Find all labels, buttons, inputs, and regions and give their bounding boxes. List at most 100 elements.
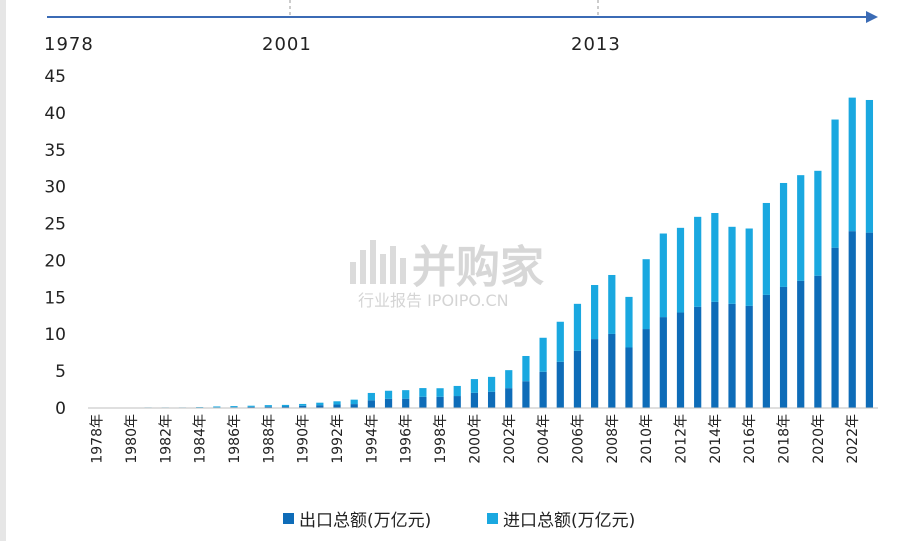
x-tick-label: 1978年 (90, 414, 106, 464)
y-tick-label: 15 (44, 288, 66, 308)
bar-import-2023年 (865, 99, 874, 233)
bar-export-1996年 (402, 398, 410, 408)
legend-swatch-import (487, 513, 498, 524)
bar-import-2018年 (779, 182, 788, 287)
bar-import-1989年 (281, 404, 290, 407)
bar-import-1992年 (333, 401, 341, 405)
x-tick-label: 2002年 (502, 414, 518, 464)
bar-import-2002年 (505, 370, 513, 389)
x-tick-label: 2004年 (536, 414, 552, 464)
bar-import-2010年 (642, 259, 650, 330)
bar-import-1999年 (453, 385, 461, 397)
x-tick-label: 1996年 (399, 414, 415, 464)
bar-import-1985年 (213, 406, 221, 408)
bar-export-2017年 (762, 294, 770, 408)
bar-export-1998年 (436, 396, 444, 408)
bar-export-2012年 (676, 312, 685, 408)
bar-export-1990年 (299, 405, 307, 408)
bar-export-2006年 (573, 350, 582, 408)
bar-export-2004年 (539, 371, 547, 408)
timeline-label-2001: 2001 (262, 34, 312, 55)
bar-import-2008年 (608, 274, 616, 334)
bar-import-2016年 (745, 228, 753, 306)
y-tick-label: 30 (44, 178, 66, 198)
y-tick-label: 45 (44, 67, 66, 87)
x-axis: 1978年 1980年 1982年 1984年 1986年 1988年 1990年 1992年… (90, 414, 862, 464)
timeline-label-1978: 1978 (44, 34, 94, 55)
bar-export-2001年 (487, 391, 496, 408)
x-tick-label: 1980年 (124, 414, 140, 464)
bar-export-2013年 (694, 306, 702, 408)
legend-label-import: 进口总额(万亿元) (503, 511, 635, 531)
timeline-label-2013: 2013 (571, 34, 621, 55)
bar-export-1991年 (316, 405, 324, 408)
bar-import-1986年 (230, 406, 238, 408)
bar-import-1996年 (402, 390, 410, 399)
bar-import-2006年 (573, 303, 582, 351)
bar-export-2000年 (470, 392, 479, 408)
bar-import-2021年 (831, 119, 839, 248)
bar-export-1989年 (281, 406, 290, 408)
bar-import-1995年 (384, 390, 393, 399)
timeline-arrowhead (866, 11, 878, 23)
bar-import-2013年 (694, 216, 702, 307)
x-tick-label: 1982年 (158, 414, 174, 464)
bar-import-2009年 (625, 296, 633, 348)
bar-export-2020年 (814, 275, 822, 408)
bar-export-2011年 (659, 317, 667, 408)
x-tick-label: 2016年 (742, 414, 758, 464)
x-tick-label: 1998年 (433, 414, 449, 464)
bar-import-2014年 (711, 213, 719, 302)
x-tick-label: 2022年 (845, 414, 861, 464)
x-tick-label: 2020年 (811, 414, 827, 464)
bar-export-2008年 (608, 333, 616, 408)
bar-import-2015年 (728, 226, 736, 304)
bar-export-2007年 (591, 339, 599, 408)
bar-export-1997年 (419, 396, 427, 408)
legend-label-export: 出口总额(万亿元) (299, 511, 431, 531)
bar-export-2023年 (865, 232, 874, 408)
bar-export-2016年 (745, 305, 753, 408)
x-tick-label: 1984年 (193, 414, 209, 464)
watermark-sub: 行业报告 IPOIPO.CN (358, 291, 509, 310)
bar-import-1990年 (299, 403, 307, 406)
bar-export-2002年 (505, 388, 513, 408)
bar-import-1994年 (367, 392, 375, 401)
bar-import-2005年 (556, 321, 564, 362)
bar-import-2020年 (814, 170, 822, 276)
bar-export-2022年 (848, 231, 856, 408)
x-tick-label: 2000年 (467, 414, 483, 464)
page-edge-rule (0, 0, 6, 541)
bar-import-2017年 (762, 202, 770, 295)
bar-export-2005年 (556, 361, 564, 408)
y-tick-label: 10 (44, 325, 66, 345)
bar-import-1997年 (419, 388, 427, 397)
x-tick-label: 1990年 (296, 414, 312, 464)
bar-export-1994年 (367, 400, 375, 408)
bar-import-2004年 (539, 337, 547, 372)
x-tick-label: 2018年 (777, 414, 793, 464)
bar-import-2003年 (522, 355, 530, 382)
x-tick-label: 1992年 (330, 414, 346, 464)
bar-export-2019年 (797, 280, 805, 408)
y-tick-label: 5 (55, 362, 66, 382)
bars (92, 97, 874, 409)
bar-export-1995年 (384, 398, 393, 408)
watermark: 并购家 行业报告 IPOIPO.CN (350, 240, 544, 310)
bar-import-2022年 (848, 97, 856, 232)
y-tick-label: 40 (44, 104, 66, 124)
bar-export-1992年 (333, 404, 341, 408)
bar-import-1987年 (247, 405, 255, 407)
x-tick-label: 1988年 (261, 414, 277, 464)
x-tick-label: 2010年 (639, 414, 655, 464)
x-tick-label: 1994年 (364, 414, 380, 464)
bar-export-2009年 (625, 347, 633, 408)
bar-export-2015年 (728, 303, 736, 408)
bar-import-2012年 (676, 227, 685, 313)
legend-swatch-export (283, 513, 294, 524)
y-tick-label: 0 (55, 399, 66, 419)
bar-export-1999年 (453, 396, 461, 408)
x-tick-label: 2008年 (605, 414, 621, 464)
x-tick-label: 2014年 (708, 414, 724, 464)
